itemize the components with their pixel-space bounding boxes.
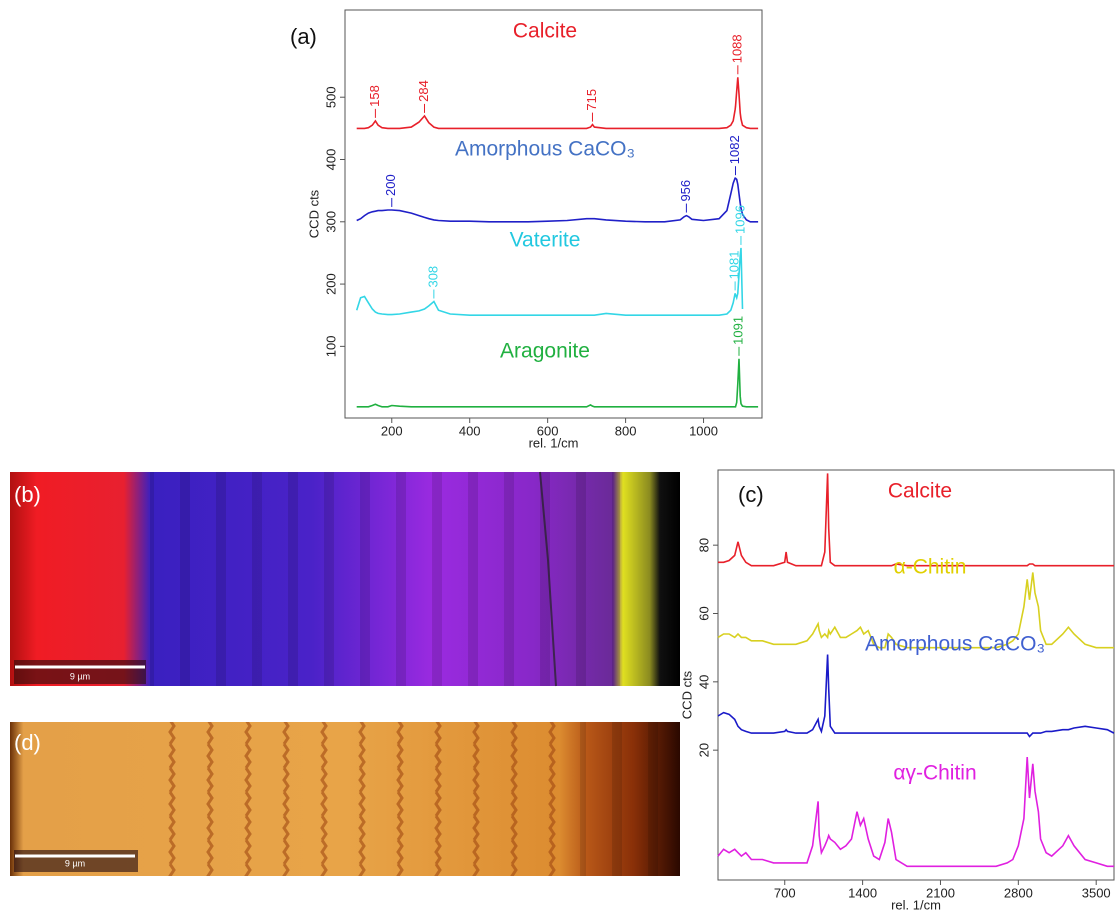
- y-tick-label: 200: [323, 273, 338, 295]
- x-tick-label: 200: [381, 423, 403, 438]
- series-label: Amorphous CaCO₃: [865, 633, 1045, 656]
- y-tick-label: 80: [696, 538, 711, 552]
- series-label: Calcite: [513, 20, 577, 43]
- spectrum-line: [356, 358, 759, 408]
- peak-label: 1088: [729, 34, 744, 63]
- series-label: αγ-Chitin: [893, 762, 976, 785]
- x-tick-label: 2100: [926, 885, 955, 900]
- y-tick-label: 100: [323, 336, 338, 358]
- image-b: (b) 9 µm: [10, 471, 680, 687]
- series-label: α-Chitin: [894, 556, 967, 579]
- y-tick-label: 60: [696, 606, 711, 620]
- y-axis-label: CCD cts: [306, 189, 321, 238]
- series-label: Aragonite: [500, 340, 590, 363]
- plot-frame: [717, 469, 1115, 881]
- peak-label: 1091: [730, 316, 745, 345]
- x-tick-label: 2800: [1004, 885, 1033, 900]
- peak-label: 158: [367, 85, 382, 107]
- spectrum-line: [356, 177, 759, 223]
- y-tick-label: 400: [323, 149, 338, 171]
- panel-label: (d): [14, 730, 41, 755]
- peak-label: 200: [383, 174, 398, 196]
- x-tick-label: 1400: [848, 885, 877, 900]
- x-tick-label: 800: [615, 423, 637, 438]
- x-axis-label: rel. 1/cm: [891, 897, 941, 912]
- y-tick-label: 40: [696, 675, 711, 689]
- peak-label: 1081: [727, 250, 742, 279]
- peak-label: 1082: [727, 135, 742, 164]
- spectrum-line: [356, 77, 759, 130]
- peak-label: 1096: [732, 205, 747, 234]
- x-tick-label: 3500: [1082, 885, 1111, 900]
- spectrum-line: [717, 756, 1114, 868]
- y-tick-label: 20: [696, 743, 711, 757]
- x-tick-label: 700: [774, 885, 796, 900]
- spectrum-line: [718, 473, 1114, 567]
- panel-label: (a): [290, 24, 317, 49]
- x-axis-label: rel. 1/cm: [529, 435, 579, 450]
- x-tick-label: 1000: [689, 423, 718, 438]
- series-label: Amorphous CaCO₃: [455, 138, 635, 161]
- image-d: (d) 9 µm: [10, 722, 680, 876]
- panel-label: (c): [738, 482, 764, 507]
- plot-frame: [344, 9, 763, 419]
- peak-label: 956: [678, 180, 693, 202]
- scale-bar-label: 9 µm: [65, 858, 85, 868]
- series-label: Vaterite: [510, 229, 581, 252]
- x-tick-label: 600: [537, 423, 559, 438]
- x-tick-label: 400: [459, 423, 481, 438]
- spectrum-line: [717, 572, 1114, 649]
- y-tick-label: 300: [323, 211, 338, 233]
- y-axis-label: CCD cts: [679, 670, 694, 719]
- peak-label: 284: [416, 80, 431, 102]
- peak-label: 308: [425, 266, 440, 288]
- series-label: Calcite: [888, 480, 952, 503]
- y-tick-label: 500: [323, 86, 338, 108]
- spectrum-line: [717, 654, 1115, 738]
- spectrum-line: [355, 247, 744, 316]
- peak-label: 715: [584, 89, 599, 111]
- panel-label: (b): [14, 482, 41, 507]
- scale-bar-label: 9 µm: [70, 671, 90, 681]
